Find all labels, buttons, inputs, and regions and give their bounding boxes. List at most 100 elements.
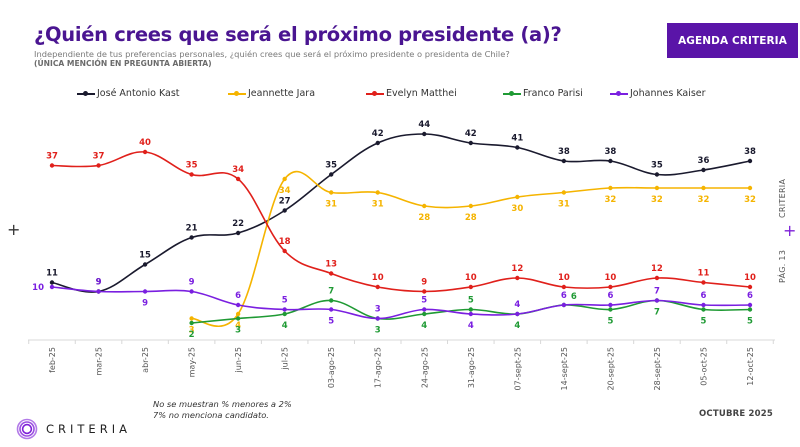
data-label-jose-antonio-kast: 38 xyxy=(604,147,616,157)
legend-label: Johannes Kaiser xyxy=(630,88,706,99)
data-point-jeannette-jara xyxy=(561,190,567,195)
criteria-logo: CRITERIA xyxy=(16,418,131,440)
data-point-franco-parisi xyxy=(468,307,473,312)
data-point-jeannette-jara xyxy=(422,203,427,209)
data-point-jose-antonio-kast xyxy=(561,158,567,164)
data-label-johannes-kaiser: 4 xyxy=(514,300,520,310)
data-point-evelyn-matthei xyxy=(375,284,380,290)
data-point-franco-parisi xyxy=(282,311,287,317)
data-label-franco-parisi: 7 xyxy=(328,287,334,297)
data-label-evelyn-matthei: 10 xyxy=(465,273,477,283)
data-point-jose-antonio-kast xyxy=(747,158,753,164)
data-label-jeannette-jara: 30 xyxy=(511,204,523,214)
data-label-jose-antonio-kast: 42 xyxy=(465,129,477,139)
data-point-johannes-kaiser xyxy=(189,289,194,294)
data-label-evelyn-matthei: 12 xyxy=(511,264,523,274)
question-note: (ÚNICA MENCIÓN EN PREGUNTA ABIERTA) xyxy=(34,59,212,68)
data-point-johannes-kaiser xyxy=(561,302,567,308)
side-brand-label: CRITERIA xyxy=(778,178,787,218)
x-tick-label: may-25 xyxy=(188,347,197,377)
data-point-evelyn-matthei xyxy=(422,289,427,294)
data-point-franco-parisi xyxy=(235,316,241,321)
data-point-jose-antonio-kast xyxy=(422,131,427,137)
data-label-jeannette-jara: 28 xyxy=(465,213,477,223)
data-point-jose-antonio-kast xyxy=(142,262,148,267)
data-point-johannes-kaiser xyxy=(142,289,148,294)
data-point-jose-antonio-kast xyxy=(375,140,380,146)
data-point-jeannette-jara xyxy=(189,316,194,321)
data-point-evelyn-matthei xyxy=(608,284,613,290)
data-label-jeannette-jara: 34 xyxy=(279,186,291,196)
data-label-johannes-kaiser: 5 xyxy=(328,317,334,327)
data-point-evelyn-matthei xyxy=(189,172,194,177)
data-point-jose-antonio-kast xyxy=(654,172,660,177)
data-point-franco-parisi xyxy=(189,320,194,326)
x-tick-label: 20-sept-25 xyxy=(606,347,615,390)
data-label-evelyn-matthei: 11 xyxy=(698,269,710,279)
x-tick-label: 07-sept-25 xyxy=(513,347,522,390)
data-point-johannes-kaiser xyxy=(747,302,753,308)
data-label-jose-antonio-kast: 9 xyxy=(96,278,102,288)
data-label-franco-parisi: 5 xyxy=(468,296,474,306)
data-label-jeannette-jara: 31 xyxy=(325,200,337,210)
data-point-franco-parisi xyxy=(422,311,427,317)
data-label-franco-parisi: 4 xyxy=(514,321,520,331)
data-label-jeannette-jara: 31 xyxy=(558,200,570,210)
data-point-evelyn-matthei xyxy=(747,284,753,290)
data-label-jose-antonio-kast: 21 xyxy=(186,224,198,234)
legend-item-johannes-kaiser: Johannes Kaiser xyxy=(610,88,706,99)
footnote-threshold: No se muestran % menores a 2% xyxy=(153,399,292,409)
data-label-evelyn-matthei: 9 xyxy=(421,278,427,288)
data-point-jeannette-jara xyxy=(747,185,753,191)
page-number: PÁG. 13 xyxy=(778,249,787,283)
legend-label: Evelyn Matthei xyxy=(386,88,457,99)
plus-icon-left: + xyxy=(7,220,21,239)
data-point-evelyn-matthei xyxy=(235,176,241,182)
data-label-evelyn-matthei: 10 xyxy=(744,273,756,283)
data-label-johannes-kaiser: 5 xyxy=(282,296,288,306)
data-point-johannes-kaiser xyxy=(235,302,241,308)
data-label-johannes-kaiser: 6 xyxy=(607,291,613,301)
data-label-jeannette-jara: 32 xyxy=(604,195,616,205)
data-label-franco-parisi: 4 xyxy=(282,321,288,331)
x-tick-label: 12-oct-25 xyxy=(746,347,755,386)
data-point-evelyn-matthei xyxy=(49,163,55,168)
data-label-jose-antonio-kast: 22 xyxy=(232,219,244,229)
data-label-franco-parisi: 3 xyxy=(235,326,241,336)
data-point-evelyn-matthei xyxy=(142,149,148,155)
legend-item-franco-parisi: Franco Parisi xyxy=(503,88,583,99)
footnote-no-candidate: 7% no menciona candidato. xyxy=(153,410,269,420)
agenda-criteria-button[interactable]: AGENDA CRITERIA xyxy=(667,23,798,58)
criteria-logo-icon xyxy=(16,418,38,440)
data-label-johannes-kaiser: 7 xyxy=(654,287,660,297)
page-title: ¿Quién crees que será el próximo preside… xyxy=(34,23,562,46)
data-label-franco-parisi: 5 xyxy=(607,317,613,327)
data-point-evelyn-matthei xyxy=(329,271,334,276)
data-point-evelyn-matthei xyxy=(282,248,287,254)
data-label-jose-antonio-kast: 38 xyxy=(744,147,756,157)
data-point-jeannette-jara xyxy=(282,176,287,182)
data-label-jose-antonio-kast: 35 xyxy=(325,161,337,171)
data-point-evelyn-matthei xyxy=(96,163,101,168)
data-label-johannes-kaiser: 4 xyxy=(468,321,474,331)
data-label-evelyn-matthei: 10 xyxy=(372,273,384,283)
data-point-jeannette-jara xyxy=(235,311,241,317)
data-label-franco-parisi: 5 xyxy=(747,317,753,327)
data-label-franco-parisi: 3 xyxy=(375,326,381,336)
data-point-jose-antonio-kast xyxy=(468,140,473,146)
data-label-evelyn-matthei: 35 xyxy=(186,161,198,171)
data-point-johannes-kaiser xyxy=(515,311,520,317)
data-label-jose-antonio-kast: 11 xyxy=(46,269,58,279)
data-point-johannes-kaiser xyxy=(375,316,380,321)
data-point-evelyn-matthei xyxy=(515,275,520,281)
data-point-jose-antonio-kast xyxy=(49,280,55,285)
data-label-evelyn-matthei: 34 xyxy=(232,165,244,175)
data-point-jose-antonio-kast xyxy=(701,167,706,173)
legend-label: José Antonio Kast xyxy=(97,88,180,99)
data-point-johannes-kaiser xyxy=(701,302,706,308)
logo-text: CRITERIA xyxy=(46,422,131,436)
data-point-jose-antonio-kast xyxy=(608,158,613,164)
data-label-jose-antonio-kast: 35 xyxy=(651,161,663,171)
x-tick-label: 31-ago-25 xyxy=(467,347,476,388)
data-point-franco-parisi xyxy=(701,307,706,312)
